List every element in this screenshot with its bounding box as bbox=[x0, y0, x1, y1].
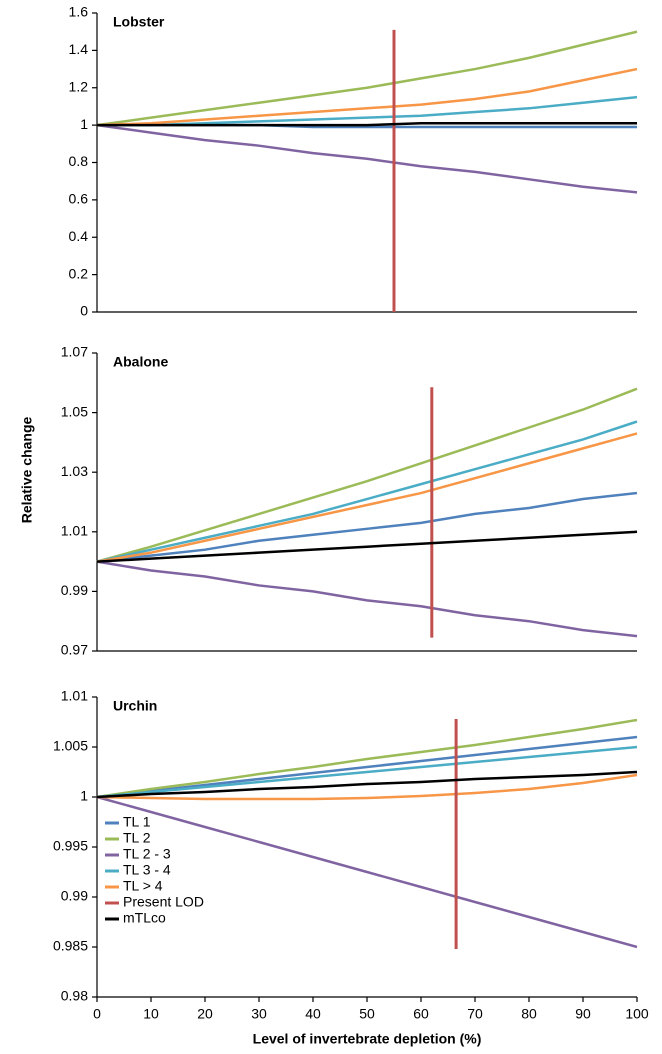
legend-label: TL 3 - 4 bbox=[123, 862, 171, 878]
y-axis-label: Relative change bbox=[19, 416, 35, 523]
series-line bbox=[96, 530, 638, 563]
series-line bbox=[96, 773, 638, 801]
series-line bbox=[96, 387, 638, 563]
y-tick-label: 1.2 bbox=[69, 78, 89, 94]
x-axis-label: Level of invertebrate depletion (%) bbox=[253, 1031, 482, 1047]
y-tick-label: 1.05 bbox=[61, 403, 88, 419]
series-line bbox=[96, 735, 638, 799]
y-tick-label: 1.4 bbox=[69, 41, 89, 57]
y-tick-label: 0 bbox=[80, 303, 88, 319]
panel-title: Lobster bbox=[113, 14, 165, 30]
legend-label: TL > 4 bbox=[123, 878, 163, 894]
y-tick-label: 1 bbox=[80, 116, 88, 132]
legend-label: mTLco bbox=[123, 910, 166, 926]
x-tick-label: 80 bbox=[521, 1006, 537, 1022]
y-tick-label: 0.4 bbox=[69, 228, 89, 244]
series-line bbox=[96, 123, 638, 194]
panel-title: Urchin bbox=[113, 698, 157, 714]
y-tick-label: 1.01 bbox=[61, 688, 88, 704]
y-tick-label: 1.03 bbox=[61, 463, 88, 479]
series-line bbox=[96, 718, 638, 799]
series-line bbox=[96, 745, 638, 799]
y-tick-label: 1.01 bbox=[61, 523, 88, 539]
x-tick-label: 100 bbox=[625, 1006, 649, 1022]
y-tick-label: 0.99 bbox=[61, 582, 88, 598]
x-tick-label: 60 bbox=[413, 1006, 429, 1022]
y-tick-label: 0.6 bbox=[69, 191, 89, 207]
series-line bbox=[96, 491, 638, 563]
series-line bbox=[96, 795, 638, 949]
panel-title: Abalone bbox=[113, 354, 168, 370]
y-tick-label: 0.2 bbox=[69, 265, 89, 281]
y-tick-label: 0.99 bbox=[61, 888, 88, 904]
series-line bbox=[96, 432, 638, 563]
legend-label: TL 2 - 3 bbox=[123, 846, 171, 862]
series-line bbox=[96, 67, 638, 127]
x-tick-label: 10 bbox=[143, 1006, 159, 1022]
x-tick-label: 70 bbox=[467, 1006, 483, 1022]
legend-label: TL 2 bbox=[123, 830, 151, 846]
series-line bbox=[97, 122, 637, 127]
y-tick-label: 1 bbox=[80, 788, 88, 804]
x-tick-label: 20 bbox=[197, 1006, 213, 1022]
series-line bbox=[96, 770, 638, 799]
y-tick-label: 0.98 bbox=[61, 988, 88, 1004]
series-line bbox=[96, 30, 638, 127]
series-line bbox=[96, 560, 638, 638]
y-tick-label: 1.6 bbox=[69, 4, 89, 20]
x-tick-label: 50 bbox=[359, 1006, 375, 1022]
legend-label: TL 1 bbox=[123, 814, 151, 830]
y-tick-label: 0.985 bbox=[53, 938, 88, 954]
y-tick-label: 0.8 bbox=[69, 153, 89, 169]
x-tick-label: 40 bbox=[305, 1006, 321, 1022]
legend-label: Present LOD bbox=[123, 894, 204, 910]
y-tick-label: 1.07 bbox=[61, 344, 88, 360]
y-tick-label: 1.005 bbox=[53, 738, 88, 754]
series-line bbox=[96, 420, 638, 563]
x-tick-label: 30 bbox=[251, 1006, 267, 1022]
x-tick-label: 0 bbox=[93, 1006, 101, 1022]
y-tick-label: 0.97 bbox=[61, 642, 88, 658]
x-tick-label: 90 bbox=[575, 1006, 591, 1022]
y-tick-label: 0.995 bbox=[53, 838, 88, 854]
